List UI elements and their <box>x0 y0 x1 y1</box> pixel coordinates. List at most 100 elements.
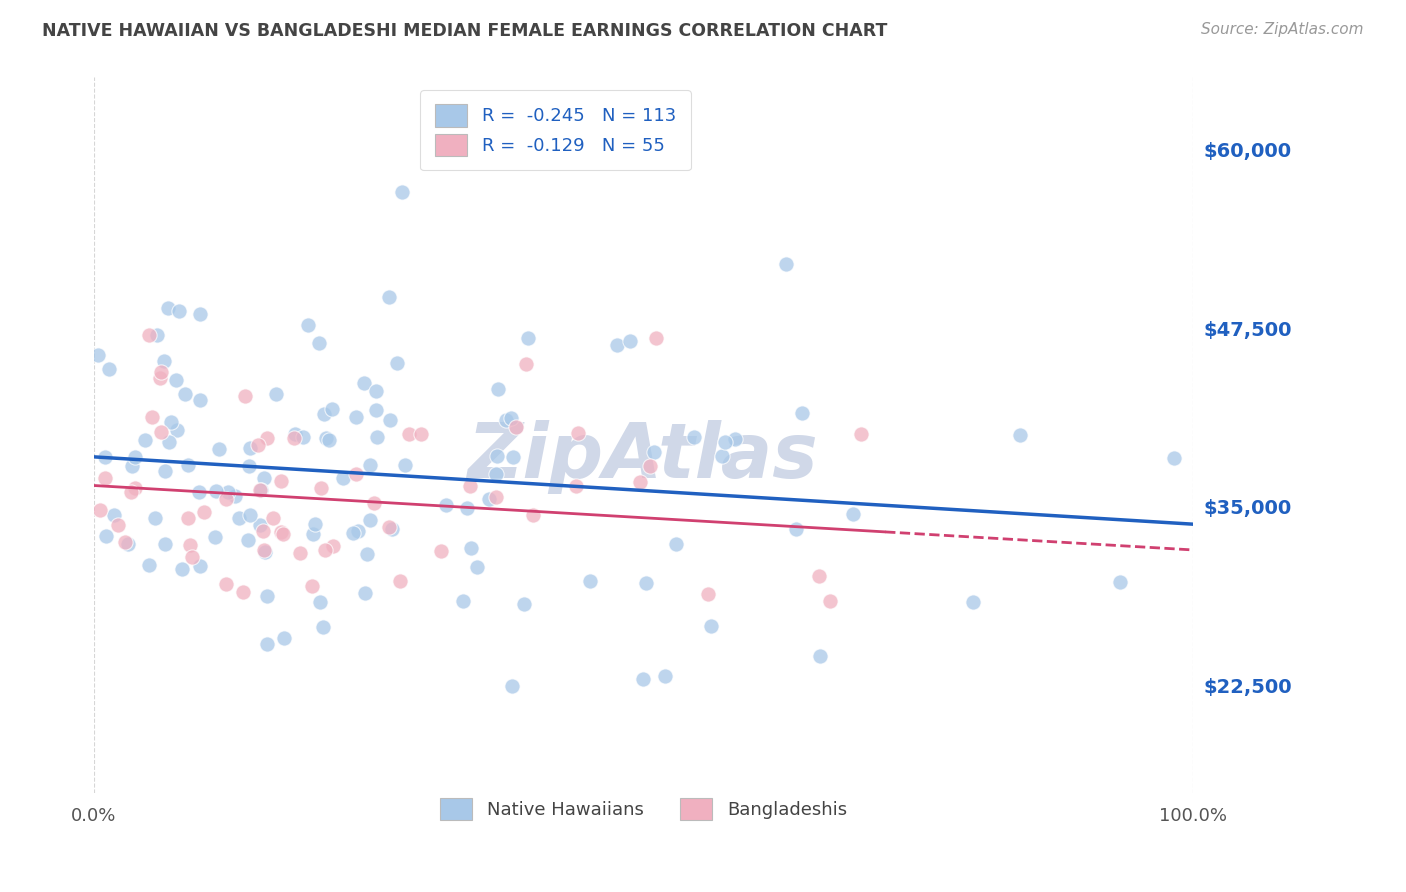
Point <box>485 490 508 504</box>
Point <box>841 507 863 521</box>
Point <box>391 185 413 199</box>
Point <box>138 328 160 343</box>
Point <box>89 502 111 516</box>
Point <box>271 527 294 541</box>
Point <box>682 430 704 444</box>
Point <box>288 546 311 560</box>
Point <box>121 459 143 474</box>
Point <box>851 426 873 441</box>
Point <box>808 649 831 664</box>
Point <box>143 510 166 524</box>
Point <box>321 402 343 417</box>
Point <box>513 597 536 611</box>
Point <box>146 327 169 342</box>
Point <box>654 669 676 683</box>
Point <box>619 334 641 348</box>
Point <box>517 331 540 345</box>
Point <box>141 410 163 425</box>
Point <box>124 450 146 464</box>
Point <box>96 529 118 543</box>
Point <box>790 406 813 420</box>
Point <box>256 589 278 603</box>
Point <box>522 508 544 522</box>
Point <box>159 435 181 450</box>
Point <box>284 427 307 442</box>
Point <box>495 413 517 427</box>
Point <box>322 539 344 553</box>
Point <box>297 318 319 332</box>
Point <box>233 389 256 403</box>
Text: ZipAtlas: ZipAtlas <box>468 420 818 494</box>
Point <box>134 433 156 447</box>
Point <box>249 483 271 497</box>
Point <box>505 419 527 434</box>
Point <box>353 376 375 391</box>
Point <box>485 467 508 481</box>
Point <box>262 511 284 525</box>
Point <box>394 458 416 472</box>
Point <box>249 483 271 497</box>
Point <box>700 618 723 632</box>
Point <box>636 575 658 590</box>
Point <box>153 536 176 550</box>
Point <box>314 407 336 421</box>
Point <box>177 510 200 524</box>
Point <box>301 579 323 593</box>
Point <box>460 541 482 555</box>
Point <box>389 574 412 588</box>
Point <box>180 549 202 564</box>
Point <box>215 491 238 506</box>
Point <box>256 637 278 651</box>
Point <box>236 533 259 547</box>
Point <box>724 433 747 447</box>
Point <box>94 470 117 484</box>
Point <box>578 574 600 588</box>
Point <box>451 594 474 608</box>
Point <box>565 478 588 492</box>
Point <box>344 410 367 425</box>
Point <box>188 392 211 407</box>
Point <box>381 522 404 536</box>
Point <box>273 631 295 645</box>
Point <box>188 559 211 574</box>
Point <box>301 527 323 541</box>
Point <box>366 430 388 444</box>
Point <box>165 373 187 387</box>
Point <box>354 586 377 600</box>
Point <box>205 483 228 498</box>
Point <box>378 520 401 534</box>
Point <box>179 538 201 552</box>
Point <box>253 545 276 559</box>
Point <box>247 437 270 451</box>
Point <box>149 425 172 440</box>
Point <box>808 569 831 583</box>
Point <box>188 307 211 321</box>
Point <box>107 517 129 532</box>
Point <box>359 458 381 472</box>
Point <box>1163 450 1185 465</box>
Point <box>270 525 292 540</box>
Point <box>256 431 278 445</box>
Point <box>638 459 661 474</box>
Point <box>224 489 246 503</box>
Point <box>962 594 984 608</box>
Point <box>150 365 173 379</box>
Point <box>515 357 537 371</box>
Point <box>1109 574 1132 589</box>
Point <box>363 496 385 510</box>
Point <box>332 470 354 484</box>
Point <box>253 542 276 557</box>
Point <box>238 458 260 473</box>
Point <box>502 450 524 464</box>
Point <box>166 424 188 438</box>
Point <box>173 387 195 401</box>
Point <box>633 672 655 686</box>
Point <box>249 518 271 533</box>
Point <box>643 445 665 459</box>
Point <box>380 412 402 426</box>
Point <box>456 500 478 515</box>
Point <box>86 348 108 362</box>
Legend: Native Hawaiians, Bangladeshis: Native Hawaiians, Bangladeshis <box>426 783 862 834</box>
Point <box>215 577 238 591</box>
Point <box>478 491 501 506</box>
